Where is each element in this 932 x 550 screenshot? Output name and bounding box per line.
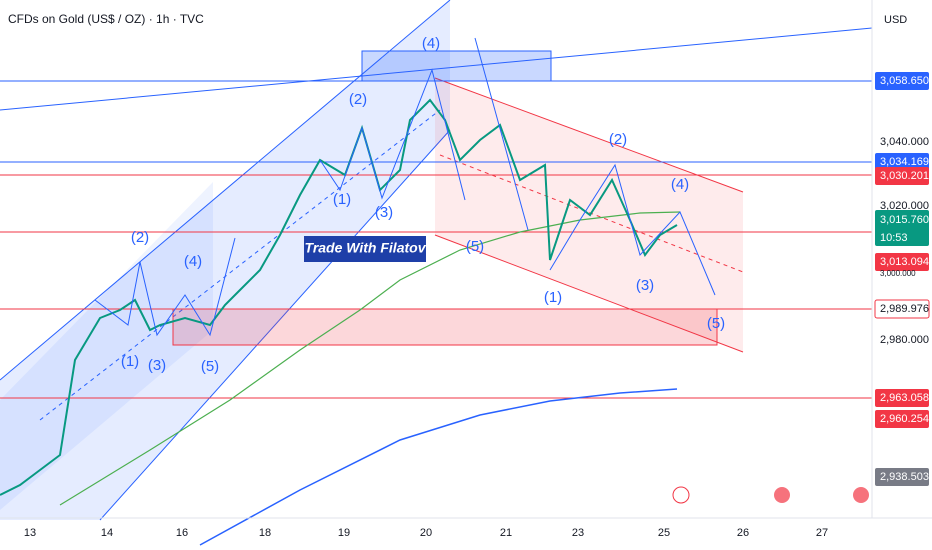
time-labels: 13 14 16 18 19 20 21 23 25 26 27 [24,527,828,539]
price-label: 2,960.254 [880,413,929,425]
wave-label: (3) [148,357,166,374]
wave-label: (1) [333,191,351,208]
event-icon[interactable] [672,486,690,504]
price-tag [875,468,929,486]
countdown: 10:53 [880,232,908,244]
price-tag [875,72,929,90]
price-tag [875,210,929,246]
wave-path [549,163,716,296]
wave-label: (5) [707,315,725,332]
time-label: 23 [572,527,584,539]
price-labels: 3,058.650 3,040.000 3,034.169 3,030.201 … [874,72,930,486]
channel-line [434,234,744,353]
wave-label: (1) [121,353,139,370]
time-label: 19 [338,527,350,539]
price-label: 3,034.169 [880,156,929,168]
price-tag [875,410,929,428]
currency: USD [884,14,907,26]
wave-label: (3) [375,204,393,221]
price-tag [875,167,929,185]
price-tag [875,153,929,171]
price-tick: 3,020.000 [880,200,929,212]
time-label: 25 [658,527,670,539]
watermark: Trade With Filatov [305,240,427,256]
wave-path [474,37,529,231]
price-label: 3,058.650 [880,75,929,87]
price-tick: 2,980.000 [880,334,929,346]
ma-blue [199,388,678,546]
price-label: 2,963.058 [880,392,929,404]
time-label: 26 [737,527,749,539]
price-label: 3,030.201 [880,170,929,182]
channel-line [99,129,451,521]
up-channel [0,0,450,520]
price-tag [875,389,929,407]
time-label: 27 [816,527,828,539]
wave-label: (2) [131,229,149,246]
channel-line [0,0,451,381]
wave-label: (4) [422,35,440,52]
zone-box [361,50,552,82]
wave-path [94,237,236,337]
wave-label: (3) [636,277,654,294]
wave-label: (5) [466,238,484,255]
price-label: 2,938.503 [880,471,929,483]
wave-label: (1) [544,289,562,306]
event-icon[interactable] [774,487,790,503]
price-tag [874,299,930,319]
price-tag [875,253,929,271]
symbol-title: CFDs on Gold (US$ / OZ) · 1h · TVC [8,12,204,26]
wave-label: (4) [184,253,202,270]
wave-label: (5) [201,358,219,375]
time-label: 21 [500,527,512,539]
time-label: 16 [176,527,188,539]
wave-label: (4) [671,176,689,193]
ma-green [59,211,681,506]
time-label: 13 [24,527,36,539]
time-label: 14 [101,527,113,539]
price-label: 3,015.760 [880,214,929,226]
trend-line [0,27,873,111]
small-channel [0,182,213,510]
event-icon[interactable] [853,487,869,503]
wave-path [319,68,466,201]
price-tick: 3,040.000 [880,136,929,148]
price-tick: 3,000.000 [880,269,916,278]
zone-box [172,308,718,346]
wave-label: (2) [609,131,627,148]
watermark-box [304,236,426,262]
channel-line [434,77,744,193]
price-label: 3,013.094 [880,256,929,268]
price-axis [872,0,932,550]
wave-label: (2) [349,91,367,108]
price-label: 2,989.976 [880,303,929,315]
time-label: 18 [259,527,271,539]
time-label: 20 [420,527,432,539]
